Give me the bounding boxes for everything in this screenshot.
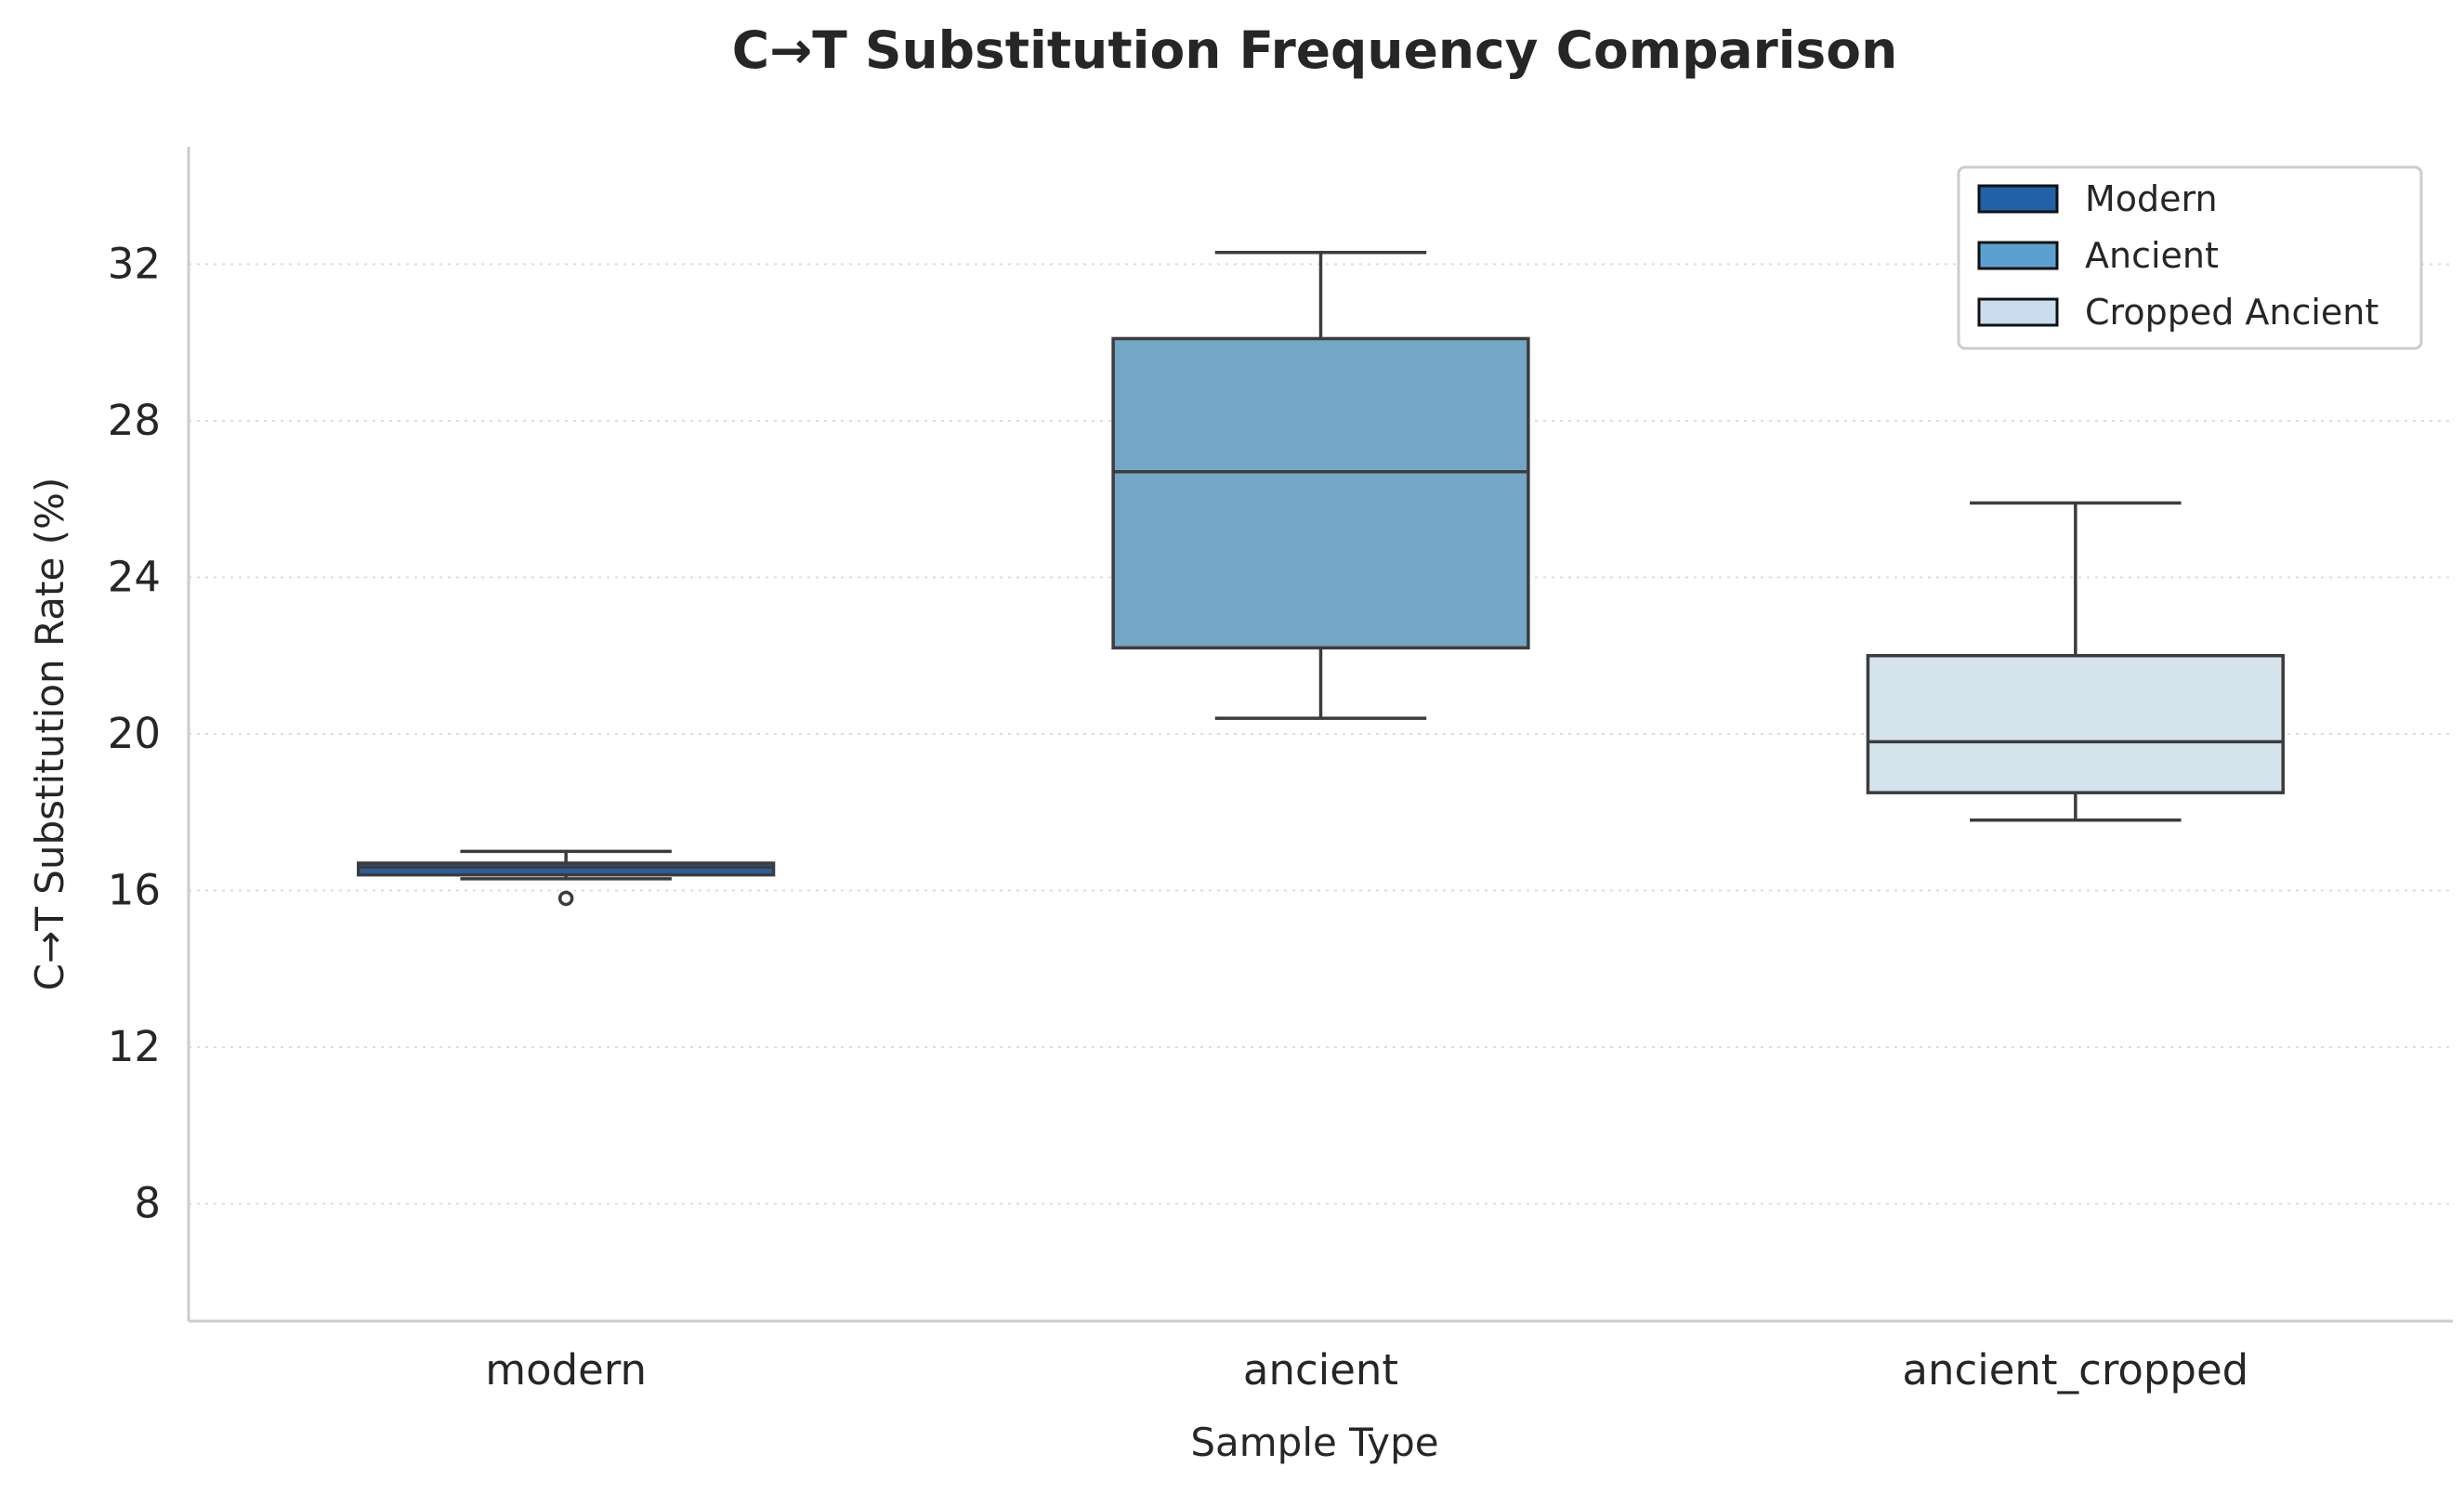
box-iqr (1111, 336, 1530, 650)
legend-frame (1957, 165, 2423, 350)
y-axis-ticks: 8 12 16 20 24 28 32 (108, 239, 161, 1227)
x-axis-ticks: modern ancient ancient_cropped (485, 1345, 2248, 1395)
box-iqr (357, 861, 776, 877)
legend-label: Modern (2085, 178, 2218, 219)
grid-lines (189, 263, 2453, 1205)
legend-swatch (1977, 297, 2059, 327)
y-tick-label: 32 (108, 239, 161, 288)
y-tick-label: 20 (108, 709, 161, 758)
legend-swatch (1977, 241, 2059, 270)
y-tick-label: 24 (108, 552, 161, 601)
y-tick-label: 28 (108, 396, 161, 445)
boxes (357, 251, 2285, 907)
legend-swatch (1977, 184, 2059, 214)
legend-label: Cropped Ancient (2085, 292, 2379, 333)
y-tick-label: 12 (108, 1022, 161, 1071)
axes (187, 147, 2453, 1323)
x-tick-label: modern (485, 1345, 647, 1395)
x-axis-label: Sample Type (1190, 1420, 1438, 1465)
box-ancient_cropped (1866, 501, 2285, 822)
box-iqr (1866, 653, 2285, 794)
x-tick-label: ancient (1243, 1345, 1398, 1395)
y-tick-label: 8 (134, 1179, 161, 1228)
legend: Modern Ancient Cropped Ancient (1957, 165, 2423, 350)
chart-title: C→T Substitution Frequency Comparison (732, 20, 1897, 80)
box-modern (357, 849, 776, 907)
legend-label: Ancient (2085, 235, 2219, 276)
box-ancient (1111, 251, 1530, 720)
x-tick-label: ancient_cropped (1902, 1345, 2248, 1395)
y-axis-label: C→T Substitution Rate (%) (27, 478, 72, 991)
outlier-point (557, 890, 574, 907)
y-tick-label: 16 (108, 866, 161, 915)
